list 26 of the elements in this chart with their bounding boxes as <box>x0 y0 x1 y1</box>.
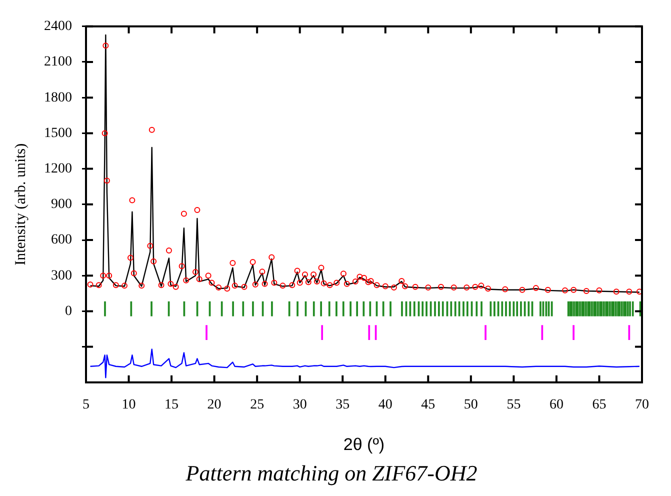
x-tick-label: 45 <box>421 397 436 412</box>
x-tick-label: 65 <box>592 397 606 412</box>
y-tick-label: 0 <box>65 304 72 319</box>
x-tick-label: 35 <box>336 397 350 412</box>
text: Pattern matching on ZIF67-OH2 <box>184 460 478 486</box>
y-tick-label: 300 <box>51 268 72 284</box>
y-tick-label: 600 <box>51 232 72 248</box>
x-tick-label: 15 <box>164 397 179 412</box>
y-tick-label: 900 <box>51 197 72 212</box>
x-tick-label: 20 <box>207 397 222 412</box>
y-axis-title: Intensity (arb. units) <box>12 143 29 266</box>
y-tick-label: 1800 <box>44 90 72 106</box>
x-tick-label: 50 <box>464 397 478 412</box>
x-tick-label: 10 <box>122 397 136 412</box>
x-tick-label: 55 <box>506 397 521 412</box>
y-tick-label: 2400 <box>44 19 72 34</box>
x-tick-label: 70 <box>635 397 649 412</box>
x-axis-title: 2θ (º) <box>343 435 385 454</box>
y-tick-label: 1200 <box>44 161 72 176</box>
x-tick-label: 5 <box>82 397 90 412</box>
x-tick-label: 40 <box>378 397 392 412</box>
x-tick-label: 60 <box>549 397 564 412</box>
y-tick-label: 1500 <box>44 126 72 141</box>
y-tick-label: 2100 <box>44 54 72 70</box>
x-tick-label: 30 <box>292 397 307 412</box>
x-tick-label: 25 <box>250 397 264 412</box>
